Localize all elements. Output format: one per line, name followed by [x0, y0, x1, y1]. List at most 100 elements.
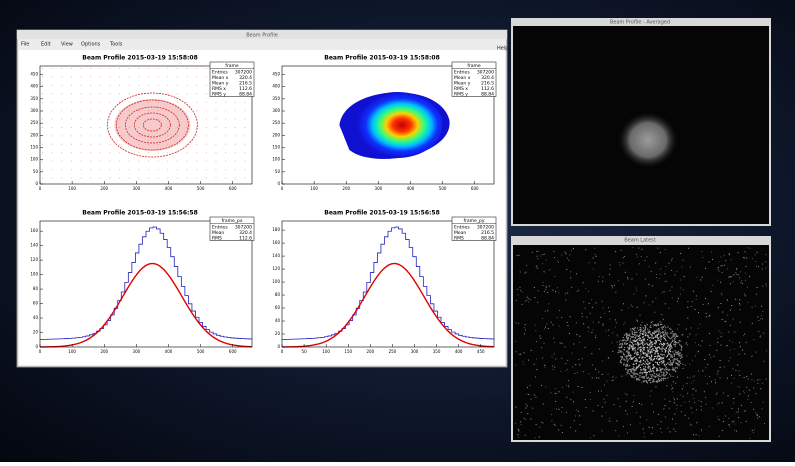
grid-cell — [52, 110, 53, 111]
x-tick-label: 200 — [342, 186, 350, 191]
noise-dot — [753, 409, 754, 410]
grid-cell — [90, 85, 91, 86]
noise-dot — [554, 276, 555, 277]
noise-dot — [748, 301, 749, 302]
grid-cell — [187, 85, 188, 86]
noise-dot — [557, 261, 558, 262]
noise-dot — [565, 363, 566, 364]
noise-dot — [718, 267, 719, 268]
noise-dot — [689, 423, 690, 424]
menu-item[interactable]: Tools — [109, 42, 123, 48]
spot-dot — [663, 335, 664, 336]
spot-dot — [659, 367, 660, 368]
noise-dot — [665, 417, 666, 418]
noise-dot — [687, 307, 688, 308]
grid-cell — [61, 76, 62, 77]
grid-cell — [52, 119, 53, 120]
spot-dot — [659, 359, 660, 360]
noise-dot — [546, 287, 547, 288]
spot-dot — [640, 350, 641, 351]
noise-dot — [695, 355, 696, 356]
spot-dot — [625, 356, 626, 357]
spot-dot — [673, 359, 674, 360]
noise-dot — [719, 419, 720, 420]
spot-dot — [660, 348, 661, 349]
noise-dot — [707, 364, 708, 365]
noise-dot — [608, 335, 609, 336]
noise-dot — [693, 398, 694, 399]
y-tick-label: 40 — [275, 318, 281, 323]
noise-dot — [725, 321, 726, 322]
noise-dot — [640, 417, 641, 418]
noise-dot — [753, 388, 754, 389]
spot-dot — [675, 342, 676, 343]
noise-dot — [694, 376, 695, 377]
noise-dot — [594, 435, 595, 436]
spot-dot — [645, 331, 646, 332]
noise-dot — [717, 373, 718, 374]
spot-dot — [654, 337, 655, 338]
spot-dot — [672, 364, 673, 365]
menu-item[interactable]: Options — [81, 42, 101, 48]
spot-dot — [629, 346, 630, 347]
menu-item[interactable]: View — [61, 42, 73, 48]
spot-dot — [681, 354, 682, 355]
menu-item[interactable]: Edit — [41, 42, 51, 48]
spot-dot — [627, 334, 628, 335]
noise-dot — [674, 414, 675, 415]
noise-dot — [736, 269, 737, 270]
noise-dot — [737, 386, 738, 387]
noise-dot — [758, 331, 759, 332]
noise-dot — [660, 252, 661, 253]
noise-dot — [520, 354, 521, 355]
spot-dot — [639, 365, 640, 366]
noise-dot — [674, 399, 675, 400]
spot-dot — [678, 353, 679, 354]
noise-dot — [639, 403, 640, 404]
menu-item[interactable]: File — [21, 42, 29, 48]
noise-dot — [519, 354, 520, 355]
noise-dot — [555, 388, 556, 389]
noise-dot — [663, 408, 664, 409]
spot-dot — [649, 363, 650, 364]
noise-dot — [689, 333, 690, 334]
y-tick-label: 20 — [275, 331, 281, 336]
noise-dot — [586, 317, 587, 318]
x-tick-label: 200 — [100, 349, 108, 354]
grid-cell — [167, 178, 168, 179]
noise-dot — [605, 402, 606, 403]
noise-dot — [629, 342, 630, 343]
noise-dot — [615, 251, 616, 252]
grid-cell — [90, 144, 91, 145]
grid-cell — [81, 68, 82, 69]
spot-dot — [658, 325, 659, 326]
noise-dot — [653, 324, 654, 325]
spot-dot — [634, 340, 635, 341]
spot-dot — [626, 338, 627, 339]
spot-dot — [667, 356, 668, 357]
noise-dot — [534, 395, 535, 396]
noise-dot — [643, 366, 644, 367]
noise-dot — [665, 405, 666, 406]
stats-label: Mean — [454, 230, 466, 236]
noise-dot — [683, 368, 684, 369]
spot-dot — [677, 358, 678, 359]
noise-dot — [687, 393, 688, 394]
noise-dot — [604, 385, 605, 386]
spot-dot — [660, 333, 661, 334]
spot-dot — [666, 369, 667, 370]
noise-dot — [766, 350, 767, 351]
noise-dot — [746, 258, 747, 259]
noise-dot — [624, 256, 625, 257]
spot-dot — [643, 331, 644, 332]
noise-dot — [753, 432, 754, 433]
spot-dot — [649, 378, 650, 379]
noise-dot — [641, 256, 642, 257]
noise-dot — [551, 420, 552, 421]
noise-dot — [536, 341, 537, 342]
noise-dot — [534, 364, 535, 365]
noise-dot — [636, 288, 637, 289]
grid-cell — [61, 144, 62, 145]
spot-dot — [674, 356, 675, 357]
spot-dot — [663, 327, 664, 328]
